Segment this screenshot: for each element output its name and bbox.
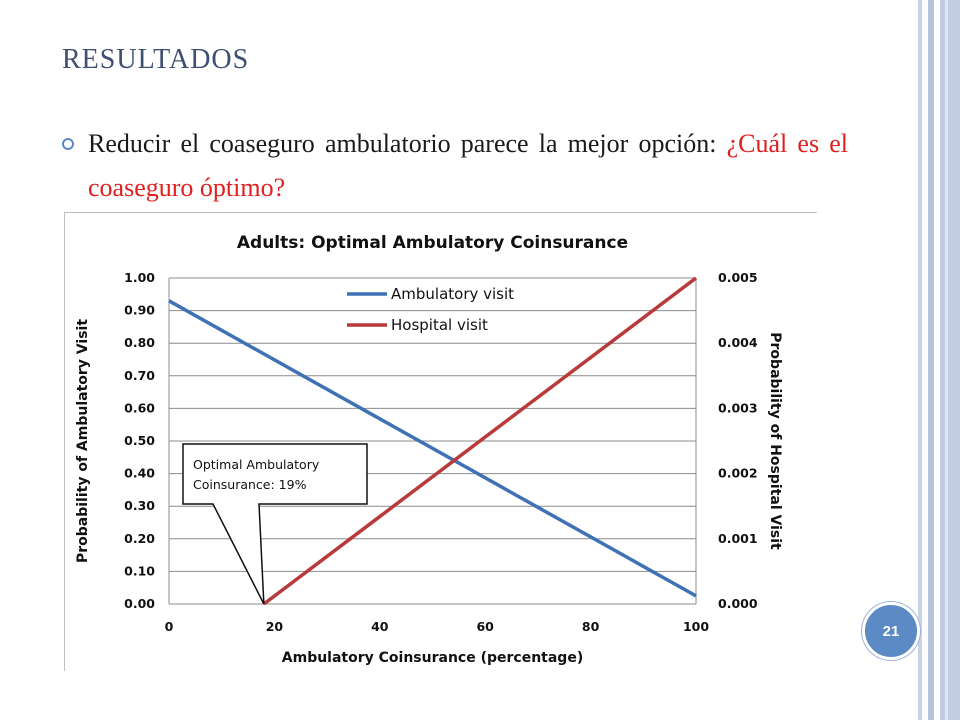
bullet-main-text: Reducir el coaseguro ambulatorio parece … — [88, 129, 727, 158]
y-tick-label: 0.60 — [124, 400, 155, 415]
y2-tick-label: 0.005 — [718, 270, 758, 285]
y-tick-label: 0.70 — [124, 368, 155, 383]
x-tick-label: 100 — [683, 619, 709, 634]
decor-bar — [945, 0, 948, 720]
bullet-text: Reducir el coaseguro ambulatorio parece … — [88, 122, 848, 210]
y-tick-label: 0.10 — [124, 563, 155, 578]
chart-container: Adults: Optimal Ambulatory Coinsurance 0.… — [64, 212, 817, 671]
x-tick-label: 20 — [266, 619, 284, 634]
x-axis-label: Ambulatory Coinsurance (percentage) — [282, 650, 583, 666]
x-tick-label: 0 — [165, 619, 174, 634]
bullet-highlight-text: ¿Cuál es el coaseguro óptimo? — [88, 129, 848, 202]
y2-tick-label: 0.001 — [718, 531, 758, 546]
line-chart: Adults: Optimal Ambulatory Coinsurance 0.… — [75, 233, 783, 666]
y-tick-label: 0.00 — [124, 596, 155, 611]
x-tick-label: 40 — [371, 619, 389, 634]
series-line — [168, 299, 697, 598]
y2-tick-label: 0.000 — [718, 596, 758, 611]
legend-label: Ambulatory visit — [391, 285, 514, 303]
decor-bar — [940, 0, 960, 720]
decor-bar — [928, 0, 934, 720]
y-tick-label: 1.00 — [124, 270, 155, 285]
bullet-icon — [62, 138, 74, 150]
y-tick-label: 0.20 — [124, 531, 155, 546]
decor-bar — [918, 0, 922, 720]
slide-title: RESULTADOS — [62, 44, 250, 75]
annotation-text: Optimal Ambulatory — [193, 457, 320, 472]
y-tick-label: 0.40 — [124, 466, 155, 481]
y-tick-label: 0.50 — [124, 433, 155, 448]
legend-label: Hospital visit — [391, 316, 488, 334]
y2-tick-label: 0.002 — [718, 466, 758, 481]
x-tick-label: 80 — [582, 619, 600, 634]
y-tick-label: 0.30 — [124, 498, 155, 513]
y-axis-label: Probability of Ambulatory Visit — [75, 319, 91, 563]
series-line — [262, 276, 698, 606]
x-tick-label: 60 — [476, 619, 494, 634]
annotation-callout — [182, 443, 368, 605]
y2-tick-label: 0.003 — [718, 400, 758, 415]
annotation-text: Coinsurance: 19% — [193, 477, 307, 492]
y-tick-label: 0.80 — [124, 335, 155, 350]
y2-axis-label: Probability of Hospital Visit — [767, 332, 783, 550]
y-tick-label: 0.90 — [124, 303, 155, 318]
page-number-badge: 21 — [862, 602, 920, 660]
chart-title: Adults: Optimal Ambulatory Coinsurance — [237, 233, 628, 253]
y2-tick-label: 0.004 — [718, 335, 758, 350]
